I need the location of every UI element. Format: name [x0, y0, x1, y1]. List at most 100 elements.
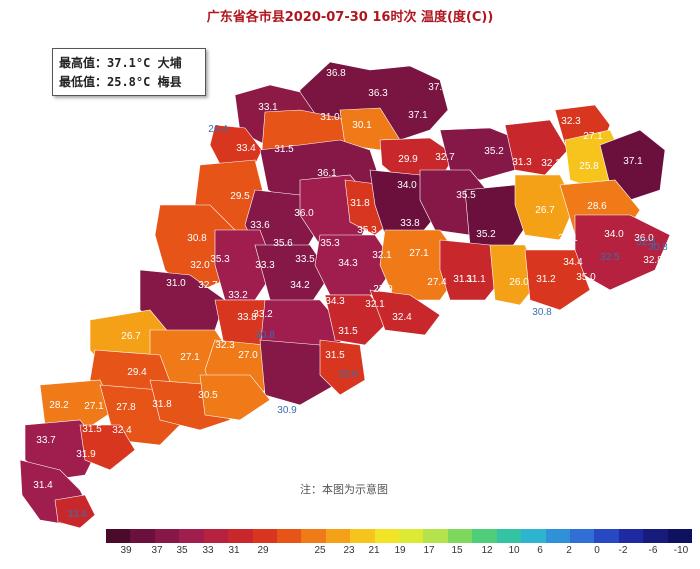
- legend-swatch: [618, 529, 644, 543]
- legend-swatch: [447, 529, 473, 543]
- temperature-value: 36.0: [294, 208, 314, 219]
- temperature-value: 33.4: [236, 143, 256, 154]
- county-region: [524, 249, 591, 311]
- temperature-value: 36.8: [326, 68, 346, 79]
- temperature-value: 27.9: [373, 284, 393, 295]
- disclaimer-note: 注：本图为示意图: [300, 483, 388, 496]
- legend-swatch: [325, 529, 351, 543]
- legend-tick-label: -10: [673, 545, 689, 556]
- legend-swatch: [252, 529, 277, 543]
- temperature-value: 33.8: [237, 312, 257, 323]
- color-legend: [106, 529, 693, 543]
- temperature-value: 27.1: [583, 131, 603, 142]
- temperature-value: 27.1: [409, 248, 429, 259]
- temperature-value: 37.1: [408, 110, 428, 121]
- legend-tick-label: 0: [594, 545, 600, 556]
- legend-tick-label: -6: [648, 545, 658, 556]
- legend-tick-label: 10: [508, 545, 520, 556]
- temperature-value: 32.3: [215, 340, 235, 351]
- legend-swatch: [203, 529, 229, 543]
- temperature-value: 27.0: [238, 350, 258, 361]
- temperature-value: 30.8: [187, 233, 207, 244]
- legend-swatch: [374, 529, 400, 543]
- temperature-value: 28.6: [587, 201, 607, 212]
- temperature-value: 31.0: [166, 278, 186, 289]
- temperature-value: 33.2: [253, 309, 273, 320]
- temperature-value: 35.5: [456, 190, 476, 201]
- temperature-value: 31.8: [152, 399, 172, 410]
- legend-swatch: [545, 529, 571, 543]
- legend-swatch: [350, 529, 375, 543]
- temperature-value: 30.8: [532, 307, 552, 318]
- legend-tick-label: 25: [314, 545, 326, 556]
- temperature-value: 31.5: [82, 424, 102, 435]
- temperature-value: 34.0: [604, 229, 624, 240]
- temperature-value: 37.1: [428, 82, 448, 93]
- legend-tick-label: 35: [176, 545, 188, 556]
- temperature-value: 31.5: [338, 326, 358, 337]
- temperature-value: 36.3: [368, 88, 388, 99]
- county-region: [319, 339, 366, 396]
- legend-swatch: [496, 529, 522, 543]
- temperature-value: 32.5: [600, 252, 620, 263]
- legend-tick-label: 19: [394, 545, 406, 556]
- legend-swatch: [276, 529, 302, 543]
- temperature-value: 31.1: [453, 274, 473, 285]
- temperature-value: 33.6: [250, 220, 270, 231]
- county-region: [504, 119, 569, 176]
- temperature-value: 36.1: [317, 168, 337, 179]
- temperature-value: 33.1: [258, 102, 278, 113]
- temperature-value: 35.2: [484, 146, 504, 157]
- temperature-value: 29.4: [127, 367, 147, 378]
- legend-swatch: [594, 529, 619, 543]
- temperature-value: 28.2: [49, 400, 69, 411]
- temperature-value: 27.8: [116, 402, 136, 413]
- temperature-value: 31.4: [33, 480, 53, 491]
- temperature-value: 34.0: [397, 180, 417, 191]
- legend-swatch: [130, 529, 155, 543]
- temperature-value: 31.5: [325, 350, 345, 361]
- county-region: [199, 374, 271, 421]
- temperature-value: 32.7: [198, 280, 218, 291]
- temperature-value: 32.3: [561, 116, 581, 127]
- map-title: 广东省各市县2020-07-30 16时次 温度(度(C)): [206, 10, 494, 25]
- county-region: [254, 244, 331, 306]
- temperature-value: 33.3: [255, 260, 275, 271]
- legend-swatch: [521, 529, 546, 543]
- temperature-value: 32.8: [643, 255, 663, 266]
- temperature-value: 30.9: [277, 405, 297, 416]
- legend-tick-label: 33: [202, 545, 214, 556]
- temperature-value: 32.1: [372, 250, 392, 261]
- temperature-value: 30.5: [198, 390, 218, 401]
- temperature-value: 32.1: [365, 299, 385, 310]
- legend-tick-label: -2: [618, 545, 628, 556]
- legend-tick-label: 29: [257, 545, 269, 556]
- temperature-value: 33.7: [36, 435, 56, 446]
- temperature-value: 31.5: [652, 206, 672, 217]
- county-region: [369, 289, 441, 336]
- legend-swatch: [570, 529, 595, 543]
- legend-tick-label: 2: [566, 545, 572, 556]
- legend-swatch: [643, 529, 668, 543]
- legend-tick-label: 6: [537, 545, 543, 556]
- temperature-value: 29.6: [338, 369, 358, 380]
- temperature-value: 34.3: [325, 296, 345, 307]
- temperature-value: 31.1: [466, 274, 486, 285]
- legend-tick-label: 37: [151, 545, 163, 556]
- temperature-value: 31.9: [76, 449, 96, 460]
- legend-ticks: 39 37 35 33 31 29 25 23 21 19 17 15 12 10 6 2 0 -2 -6 -10: [106, 545, 692, 559]
- temperature-value: 31.3: [512, 157, 532, 168]
- legend-swatch: [301, 529, 326, 543]
- temperature-value: 26.7: [121, 331, 141, 342]
- temperature-value: 30.8: [255, 330, 275, 341]
- temperature-value: 30.1: [352, 120, 372, 131]
- temperature-value: 27.1: [84, 401, 104, 412]
- temperature-value: 32.5: [636, 237, 656, 248]
- temperature-value: 32.7: [435, 152, 455, 163]
- temperature-value: 37.1: [623, 156, 643, 167]
- temperature-value: 34.2: [290, 280, 310, 291]
- temperature-value: 32.0: [190, 260, 210, 271]
- legend-swatch: [399, 529, 424, 543]
- legend-tick-label: 15: [451, 545, 463, 556]
